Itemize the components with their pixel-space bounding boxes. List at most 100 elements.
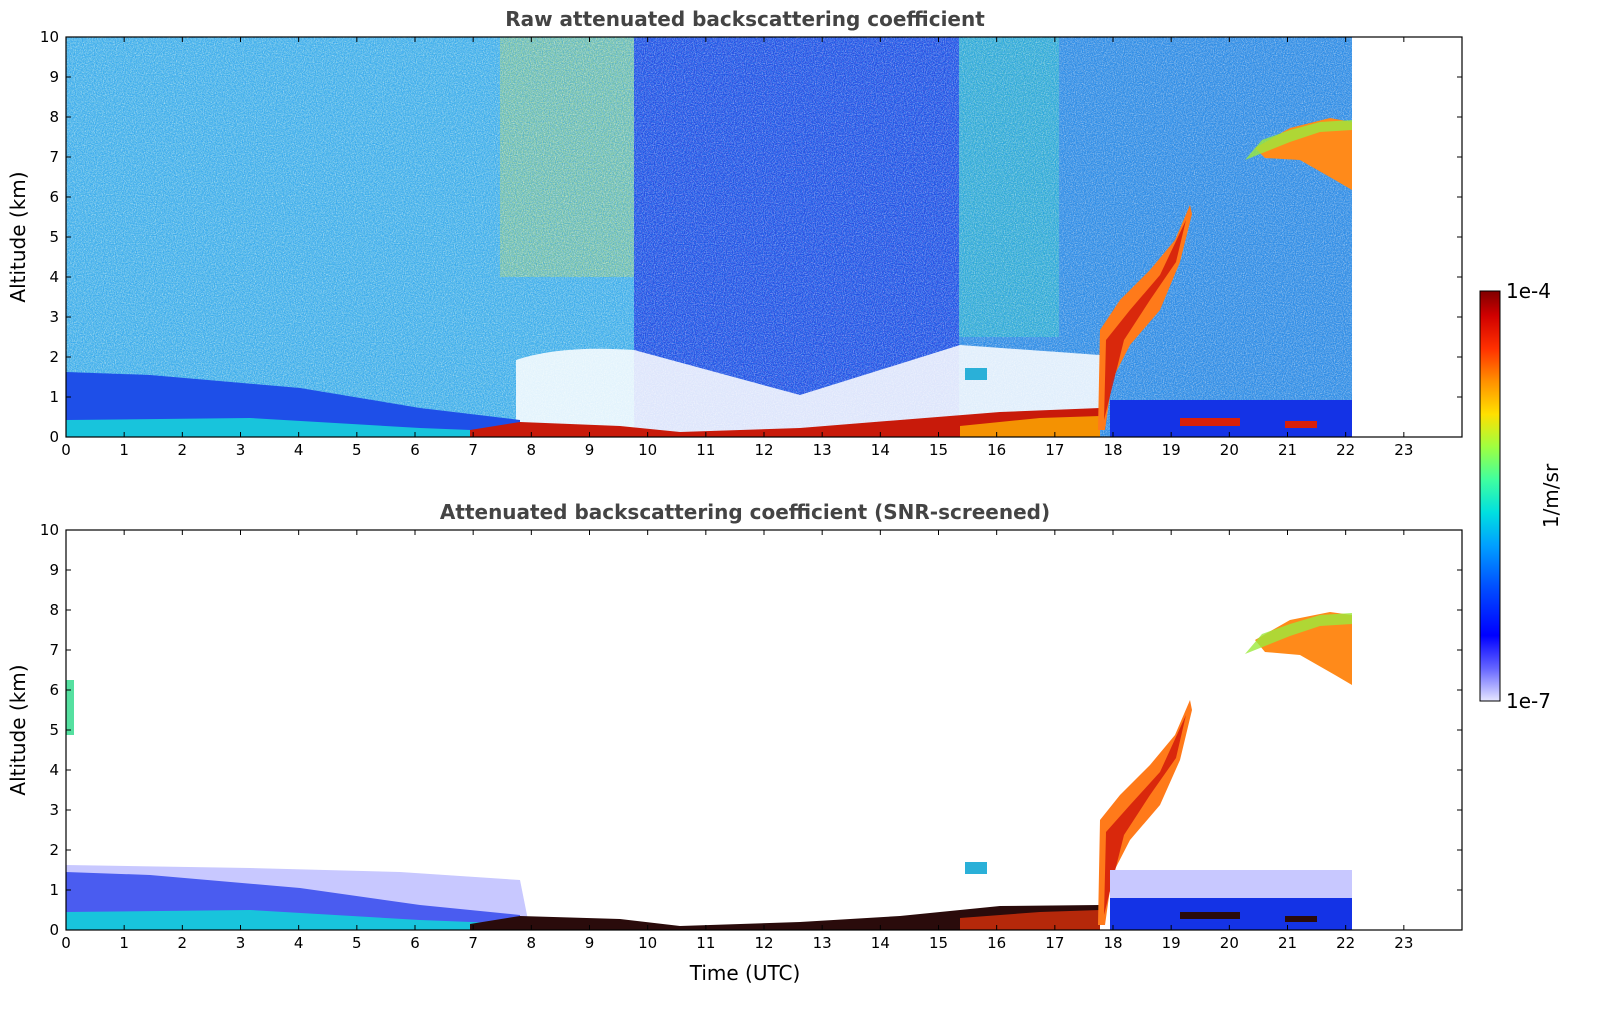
x-tick-label: 18	[1103, 441, 1122, 459]
raw-low-white-gap	[516, 345, 1100, 437]
y-tick-label: 4	[49, 761, 59, 779]
x-tick-label: 19	[1162, 441, 1181, 459]
x-tick-label: 6	[410, 441, 420, 459]
x-tick-label: 10	[638, 441, 657, 459]
raw-x-ticks: 0 1 2 3 4 5 6 7 8 9 10 11 12 13 14 15 16 17 18 19 20 21 22 23	[61, 37, 1413, 459]
x-tick-label: 23	[1394, 441, 1413, 459]
x-tick-label: 20	[1220, 934, 1239, 952]
colorbar-units-label: 1/m/sr	[1539, 463, 1563, 528]
snr-surface-layer	[470, 905, 1100, 930]
snr-panel-title: Attenuated backscattering coefficient (S…	[440, 500, 1050, 524]
y-tick-label: 5	[49, 228, 59, 246]
x-tick-label: 14	[871, 441, 890, 459]
x-tick-label: 15	[929, 441, 948, 459]
y-tick-label: 9	[49, 561, 59, 579]
x-tick-label: 13	[813, 934, 832, 952]
x-tick-label: 22	[1336, 934, 1355, 952]
x-tick-label: 7	[468, 441, 478, 459]
snr-y-ticks: 0 1 2 3 4 5 6 7 8 9 10	[40, 521, 1462, 939]
raw-heatmap-field	[66, 37, 1352, 437]
x-tick-label: 3	[236, 934, 246, 952]
x-tick-label: 21	[1278, 934, 1297, 952]
x-tick-label: 5	[352, 441, 362, 459]
snr-isolated-cloud	[965, 862, 987, 874]
y-tick-label: 3	[49, 308, 59, 326]
raw-y-ticks: 0 1 2 3 4 5 6 7 8 9 10	[40, 28, 1462, 446]
y-tick-label: 4	[49, 268, 59, 286]
y-tick-label: 2	[49, 841, 59, 859]
x-axis-label: Time (UTC)	[689, 961, 801, 985]
x-tick-label: 4	[294, 441, 304, 459]
snr-left-edge-cloud	[66, 680, 74, 735]
y-tick-label: 3	[49, 801, 59, 819]
raw-panel-title: Raw attenuated backscattering coefficien…	[505, 7, 985, 31]
x-tick-label: 11	[696, 441, 715, 459]
x-tick-label: 3	[236, 441, 246, 459]
colorbar-gradient	[1479, 290, 1501, 702]
x-tick-label: 9	[585, 441, 595, 459]
y-tick-label: 2	[49, 348, 59, 366]
y-tick-label: 6	[49, 188, 59, 206]
x-tick-label: 14	[871, 934, 890, 952]
x-tick-label: 6	[410, 934, 420, 952]
x-tick-label: 5	[352, 934, 362, 952]
snr-x-ticks: 0 1 2 3 4 5 6 7 8 9 10 11 12 13 14 15 16 17 18 19 20 21 22 23	[61, 530, 1413, 952]
x-tick-label: 9	[585, 934, 595, 952]
x-tick-label: 20	[1220, 441, 1239, 459]
raw-high-cloud-edge	[1245, 120, 1352, 160]
x-tick-label: 4	[294, 934, 304, 952]
x-tick-label: 0	[61, 441, 71, 459]
x-tick-label: 8	[527, 441, 537, 459]
raw-isolated-cloud	[965, 368, 987, 380]
x-tick-label: 8	[527, 934, 537, 952]
y-tick-label: 7	[49, 641, 59, 659]
x-tick-label: 0	[61, 934, 71, 952]
x-tick-label: 18	[1103, 934, 1122, 952]
snr-high-cloud-edge	[1245, 613, 1352, 654]
colorbar-min-label: 1e-7	[1506, 689, 1551, 713]
raw-evening-spots-2	[1285, 421, 1317, 428]
y-tick-label: 5	[49, 721, 59, 739]
y-tick-label: 0	[49, 921, 59, 939]
raw-surface-layer-yellow	[960, 416, 1100, 437]
x-tick-label: 2	[178, 934, 188, 952]
x-tick-label: 7	[468, 934, 478, 952]
raw-cloud-plume-core	[1104, 220, 1186, 420]
y-tick-label: 9	[49, 68, 59, 86]
x-tick-label: 15	[929, 934, 948, 952]
y-tick-label: 6	[49, 681, 59, 699]
x-tick-label: 19	[1162, 934, 1181, 952]
x-tick-label: 2	[178, 441, 188, 459]
y-tick-label: 1	[49, 388, 59, 406]
snr-screened-panel: Attenuated backscattering coefficient (S…	[6, 500, 1463, 985]
x-tick-label: 10	[638, 934, 657, 952]
snr-y-axis-label: Altitude (km)	[6, 664, 30, 795]
snr-cloud-plume-core	[1104, 715, 1186, 915]
raw-y-axis-label: Altitude (km)	[6, 171, 30, 302]
y-tick-label: 8	[49, 108, 59, 126]
x-tick-label: 11	[696, 934, 715, 952]
colorbar: 1e-4 1e-7 1/m/sr	[1479, 279, 1563, 713]
raw-evening-spots	[1180, 418, 1240, 426]
x-tick-label: 12	[754, 934, 773, 952]
snr-boundary-layer-core	[66, 910, 520, 930]
x-tick-label: 1	[119, 441, 129, 459]
x-tick-label: 12	[754, 441, 773, 459]
x-tick-label: 23	[1394, 934, 1413, 952]
x-tick-label: 1	[119, 934, 129, 952]
x-tick-label: 17	[1045, 934, 1064, 952]
x-tick-label: 16	[987, 934, 1006, 952]
y-tick-label: 7	[49, 148, 59, 166]
raw-boundary-layer-core	[66, 418, 520, 437]
y-tick-label: 8	[49, 601, 59, 619]
raw-surface-layer	[470, 408, 1100, 437]
snr-surface-layer-warm	[960, 910, 1100, 930]
snr-evening-spots	[1180, 912, 1240, 919]
x-tick-label: 13	[813, 441, 832, 459]
y-tick-label: 1	[49, 881, 59, 899]
x-tick-label: 16	[987, 441, 1006, 459]
snr-evening-spots-2	[1285, 916, 1317, 922]
colorbar-max-label: 1e-4	[1506, 279, 1551, 303]
y-tick-label: 10	[40, 28, 59, 46]
